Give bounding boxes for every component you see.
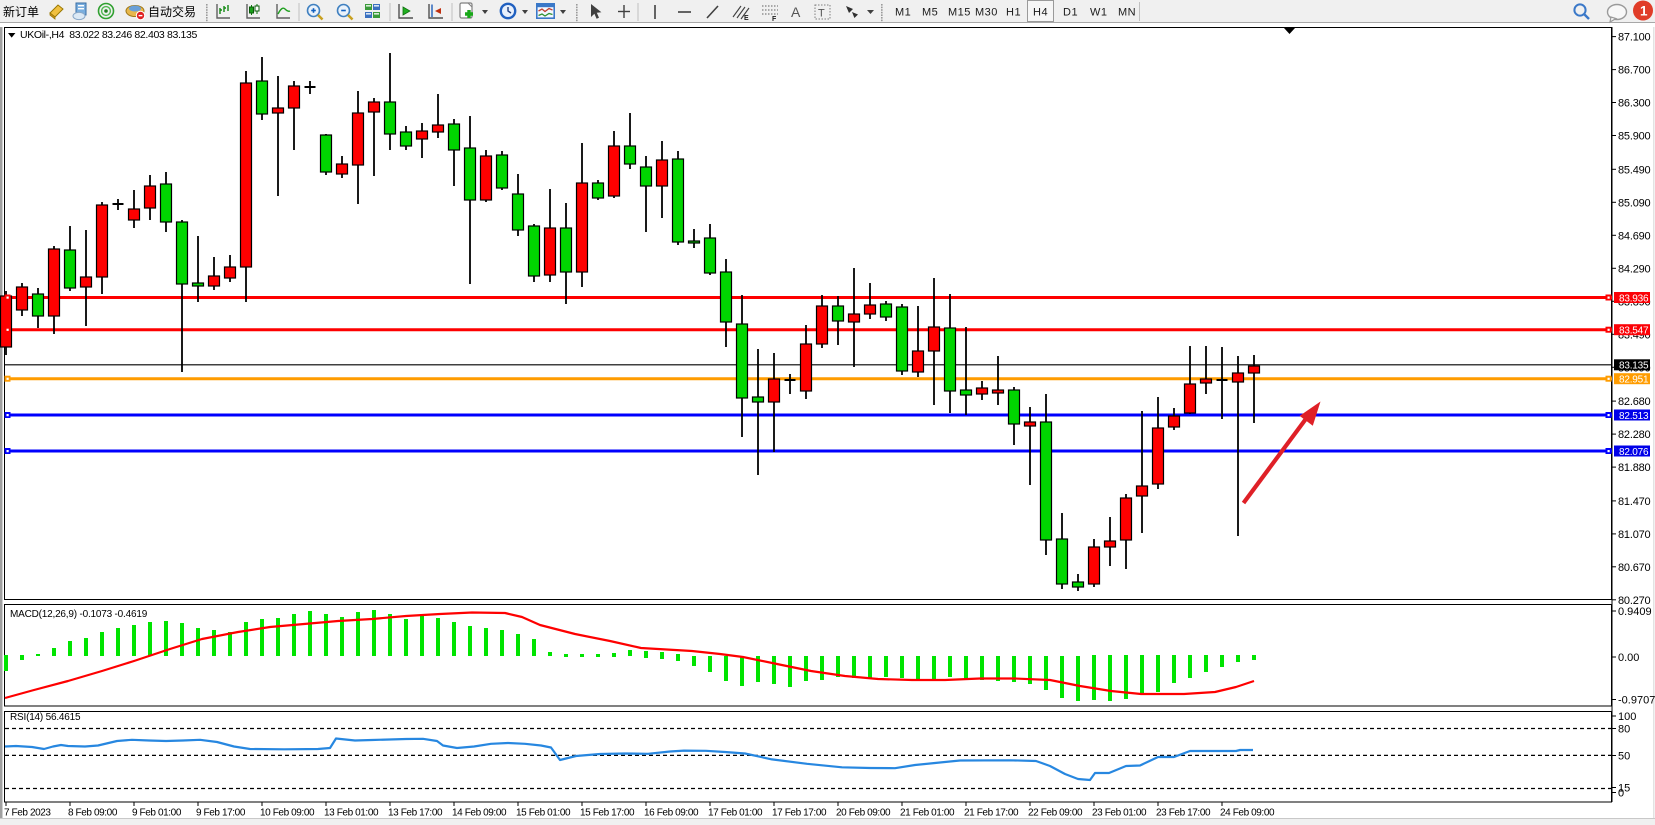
svg-text:-0.9707: -0.9707 [1618,695,1655,707]
svg-text:24 Feb 09:00: 24 Feb 09:00 [1220,808,1275,819]
svg-text:新订单: 新订单 [3,4,39,19]
svg-text:17 Feb 01:00: 17 Feb 01:00 [708,808,763,819]
svg-text:0.9409: 0.9409 [1618,606,1652,618]
svg-text:9 Feb 17:00: 9 Feb 17:00 [196,808,246,819]
svg-text:81.470: 81.470 [1618,496,1651,508]
svg-text:F: F [772,16,777,23]
svg-text:UKOil-,H4 83.022 83.246 82.40: UKOil-,H4 83.022 83.246 82.403 83.135 [20,29,198,41]
svg-text:82.076: 82.076 [1619,447,1649,458]
svg-text:15 Feb 17:00: 15 Feb 17:00 [580,808,635,819]
svg-text:84.290: 84.290 [1618,263,1651,275]
svg-text:81.070: 81.070 [1618,529,1651,541]
svg-text:82.951: 82.951 [1619,375,1649,386]
svg-text:M15: M15 [948,7,971,19]
svg-text:8 Feb 09:00: 8 Feb 09:00 [68,808,118,819]
svg-text:80.270: 80.270 [1618,595,1651,607]
svg-text:H4: H4 [1033,7,1048,19]
svg-text:16 Feb 09:00: 16 Feb 09:00 [644,808,699,819]
svg-text:H1: H1 [1006,7,1021,19]
svg-text:80.670: 80.670 [1618,562,1651,574]
svg-text:0: 0 [1618,788,1624,800]
svg-text:85.900: 85.900 [1618,131,1651,143]
svg-text:13 Feb 01:00: 13 Feb 01:00 [324,808,379,819]
svg-text:86.700: 86.700 [1618,65,1651,77]
svg-text:82.513: 82.513 [1619,411,1649,422]
svg-text:A: A [791,4,801,20]
svg-text:21 Feb 01:00: 21 Feb 01:00 [900,808,955,819]
svg-text:82.280: 82.280 [1618,429,1651,441]
svg-text:15 Feb 01:00: 15 Feb 01:00 [516,808,571,819]
svg-text:自动交易: 自动交易 [148,4,196,19]
svg-text:20 Feb 09:00: 20 Feb 09:00 [836,808,891,819]
svg-text:84.690: 84.690 [1618,230,1651,242]
svg-text:21 Feb 17:00: 21 Feb 17:00 [964,808,1019,819]
svg-text:87.100: 87.100 [1618,32,1651,44]
svg-text:83.547: 83.547 [1619,326,1649,337]
svg-text:M30: M30 [975,7,998,19]
svg-text:10 Feb 09:00: 10 Feb 09:00 [260,808,315,819]
svg-text:MACD(12,26,9) -0.1073 -0.4619: MACD(12,26,9) -0.1073 -0.4619 [10,609,148,620]
svg-text:80: 80 [1618,724,1630,736]
svg-text:15: 15 [1618,783,1630,795]
svg-text:83.936: 83.936 [1619,293,1649,304]
svg-text:81.880: 81.880 [1618,462,1651,474]
svg-text:22 Feb 09:00: 22 Feb 09:00 [1028,808,1083,819]
svg-text:M5: M5 [922,7,938,19]
svg-text:86.300: 86.300 [1618,98,1651,110]
svg-text:100: 100 [1618,711,1636,723]
svg-text:T: T [818,8,825,20]
svg-text:23 Feb 01:00: 23 Feb 01:00 [1092,808,1147,819]
svg-text:83.135: 83.135 [1619,361,1649,372]
svg-text:14 Feb 09:00: 14 Feb 09:00 [452,808,507,819]
svg-text:17 Feb 17:00: 17 Feb 17:00 [772,808,827,819]
svg-text:7 Feb 2023: 7 Feb 2023 [4,808,51,819]
svg-text:E: E [744,15,749,22]
svg-text:23 Feb 17:00: 23 Feb 17:00 [1156,808,1211,819]
svg-text:9 Feb 01:00: 9 Feb 01:00 [132,808,182,819]
svg-text:1: 1 [1640,4,1648,19]
svg-text:85.090: 85.090 [1618,197,1651,209]
svg-text:MN: MN [1118,7,1136,19]
svg-text:RSI(14) 56.4615: RSI(14) 56.4615 [10,712,81,723]
svg-text:0.00: 0.00 [1618,652,1639,664]
svg-text:D1: D1 [1063,7,1078,19]
svg-text:M1: M1 [895,7,911,19]
svg-text:50: 50 [1618,751,1630,763]
svg-text:13 Feb 17:00: 13 Feb 17:00 [388,808,443,819]
svg-text:W1: W1 [1090,7,1108,19]
svg-text:85.490: 85.490 [1618,164,1651,176]
svg-text:82.680: 82.680 [1618,396,1651,408]
